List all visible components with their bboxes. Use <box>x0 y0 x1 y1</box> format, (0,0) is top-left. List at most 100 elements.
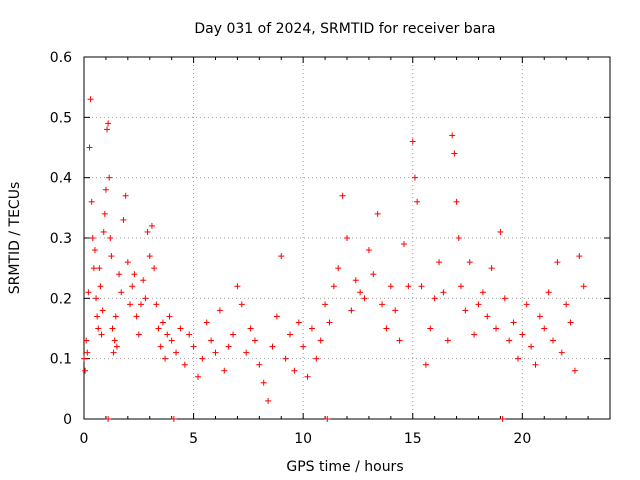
data-point <box>221 367 228 374</box>
x-tick-label: 5 <box>189 431 198 447</box>
data-point <box>91 247 98 254</box>
data-point <box>146 253 153 260</box>
data-point <box>344 235 350 241</box>
grid-layer <box>84 57 610 419</box>
data-point <box>436 259 443 266</box>
data-point <box>335 265 342 272</box>
data-point <box>554 259 561 266</box>
data-point <box>411 174 418 181</box>
data-point <box>330 283 337 290</box>
data-point <box>238 301 245 308</box>
data-point <box>120 216 127 223</box>
data-point <box>576 253 583 260</box>
y-tick-label: 0 <box>63 412 72 428</box>
data-point <box>243 349 250 356</box>
data-point <box>339 192 346 199</box>
data-point <box>153 301 160 308</box>
data-point <box>519 331 526 338</box>
data-point <box>133 313 140 320</box>
data-point <box>159 319 166 326</box>
data-point <box>352 277 359 284</box>
data-point <box>127 301 134 308</box>
y-tick-label: 0.2 <box>50 291 72 307</box>
data-point <box>97 283 104 290</box>
data-point <box>260 379 267 386</box>
data-point <box>471 331 478 338</box>
data-point <box>374 210 381 217</box>
data-point <box>164 331 171 338</box>
data-point <box>86 144 93 151</box>
y-tick-label: 0.4 <box>50 171 72 187</box>
data-point <box>166 313 173 320</box>
data-point <box>170 416 177 422</box>
data-point <box>168 337 175 344</box>
data-point <box>105 120 112 127</box>
data-point <box>387 283 394 290</box>
points-layer <box>81 96 587 422</box>
data-point <box>501 295 508 302</box>
data-point <box>580 283 587 290</box>
y-tick-label: 0.3 <box>50 231 72 247</box>
data-point <box>208 337 215 344</box>
data-point <box>322 301 329 308</box>
data-point <box>300 343 307 350</box>
data-point <box>122 192 129 199</box>
y-axis-label: SRMTID / TECUs <box>7 182 23 295</box>
data-point <box>106 174 113 181</box>
data-point <box>186 331 193 338</box>
data-point <box>466 259 473 266</box>
data-point <box>499 416 506 422</box>
data-point <box>361 295 368 302</box>
data-point <box>81 355 87 362</box>
data-point <box>104 126 111 133</box>
data-point <box>278 253 285 260</box>
data-point <box>484 313 491 320</box>
data-point <box>532 361 539 368</box>
data-point <box>392 307 399 314</box>
x-tick-label: 10 <box>294 431 312 447</box>
data-point <box>137 301 144 308</box>
data-point <box>95 325 102 332</box>
data-point <box>109 325 116 332</box>
data-point <box>129 283 136 290</box>
data-point <box>265 397 272 404</box>
data-point <box>449 132 456 139</box>
data-point <box>247 325 254 332</box>
data-point <box>105 416 112 422</box>
data-point <box>558 349 565 356</box>
data-point <box>440 289 447 296</box>
data-point <box>203 319 210 326</box>
data-point <box>282 355 289 362</box>
data-point <box>571 367 578 374</box>
data-point <box>173 349 180 356</box>
data-point <box>405 283 412 290</box>
data-point <box>479 289 486 296</box>
data-point <box>396 337 403 344</box>
data-point <box>107 235 114 241</box>
x-axis-label: GPS time / hours <box>286 459 403 475</box>
data-point <box>155 325 162 332</box>
data-point <box>475 301 482 308</box>
data-point <box>313 355 320 362</box>
data-point <box>488 265 495 272</box>
data-point <box>383 325 390 332</box>
data-point <box>190 343 197 350</box>
y-tick-label: 0.1 <box>50 352 72 368</box>
data-point <box>365 247 372 254</box>
data-point <box>409 138 416 145</box>
data-point <box>90 265 97 272</box>
data-point <box>96 265 103 272</box>
data-point <box>497 228 504 235</box>
data-point <box>251 337 258 344</box>
data-point <box>444 337 451 344</box>
data-point <box>98 331 105 338</box>
data-point <box>528 343 535 350</box>
data-point <box>457 283 464 290</box>
data-point <box>418 283 425 290</box>
data-point <box>431 295 438 302</box>
data-point <box>148 222 155 229</box>
data-point <box>144 228 151 235</box>
data-point <box>324 416 331 422</box>
data-point <box>93 295 100 302</box>
